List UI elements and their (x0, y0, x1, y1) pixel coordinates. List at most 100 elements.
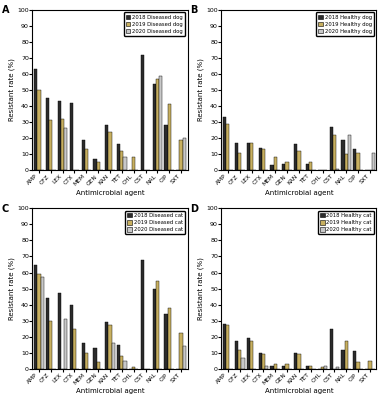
Bar (259, 353, 262, 369)
Text: B: B (190, 5, 198, 15)
Y-axis label: Resistant rate (%): Resistant rate (%) (8, 257, 15, 320)
Bar (49, 321, 52, 369)
Bar (226, 124, 230, 170)
Bar (238, 152, 241, 170)
Bar (34, 264, 37, 369)
Text: C: C (2, 204, 9, 214)
Bar (120, 151, 123, 170)
Bar (259, 148, 262, 170)
Bar (309, 162, 312, 170)
Bar (226, 326, 230, 369)
Bar (117, 345, 120, 369)
Bar (58, 293, 61, 369)
Bar (64, 319, 68, 369)
Bar (123, 361, 126, 369)
Legend: 2018 Healthy cat, 2019 Healthy cat, 2020 Healthy cat: 2018 Healthy cat, 2019 Healthy cat, 2020… (318, 211, 374, 234)
Bar (235, 342, 238, 369)
Bar (333, 135, 336, 170)
Bar (105, 125, 108, 170)
Bar (282, 366, 285, 369)
Bar (262, 354, 265, 369)
Bar (97, 162, 100, 170)
Bar (235, 143, 238, 170)
Bar (81, 343, 85, 369)
Bar (85, 353, 88, 369)
Bar (324, 366, 327, 369)
Bar (46, 98, 49, 170)
Bar (294, 353, 297, 369)
Bar (297, 354, 301, 369)
Bar (58, 101, 61, 170)
Bar (345, 154, 348, 170)
Bar (37, 90, 40, 170)
Bar (247, 338, 250, 369)
Bar (117, 144, 120, 170)
Bar (309, 366, 312, 369)
Bar (368, 361, 372, 369)
X-axis label: Antimicrobial agent: Antimicrobial agent (265, 388, 333, 394)
Bar (34, 69, 37, 170)
Bar (93, 348, 97, 369)
Bar (64, 128, 68, 170)
Bar (164, 314, 168, 369)
Y-axis label: Resistant rate (%): Resistant rate (%) (197, 257, 204, 320)
Bar (180, 334, 183, 369)
Text: A: A (2, 5, 9, 15)
Legend: 2018 Diseased cat, 2019 Diseased cat, 2020 Diseased cat: 2018 Diseased cat, 2019 Diseased cat, 20… (125, 211, 185, 234)
Bar (250, 143, 253, 170)
Legend: 2018 Diseased dog, 2019 Diseased dog, 2020 Diseased dog: 2018 Diseased dog, 2019 Diseased dog, 20… (124, 12, 185, 36)
Bar (321, 367, 324, 369)
Bar (132, 157, 135, 170)
Bar (250, 342, 253, 369)
Bar (342, 350, 345, 369)
Bar (70, 305, 73, 369)
Bar (285, 162, 289, 170)
Bar (159, 76, 162, 170)
Bar (156, 79, 159, 170)
Bar (274, 157, 277, 170)
Bar (180, 140, 183, 170)
Bar (353, 149, 356, 170)
X-axis label: Antimicrobial agent: Antimicrobial agent (76, 190, 144, 196)
Bar (223, 117, 226, 170)
Bar (336, 168, 339, 170)
Legend: 2018 Healthy dog, 2019 Healthy dog, 2020 Healthy dog: 2018 Healthy dog, 2019 Healthy dog, 2020… (316, 12, 374, 36)
Bar (152, 84, 156, 170)
Bar (112, 343, 115, 369)
Bar (141, 260, 144, 369)
Bar (353, 351, 356, 369)
Y-axis label: Resistant rate (%): Resistant rate (%) (8, 58, 15, 121)
Bar (183, 138, 186, 170)
Bar (356, 362, 360, 369)
X-axis label: Antimicrobial agent: Antimicrobial agent (265, 190, 333, 196)
Bar (49, 120, 52, 170)
Bar (306, 164, 309, 170)
Y-axis label: Resistant rate (%): Resistant rate (%) (197, 58, 204, 121)
Bar (61, 119, 64, 170)
Text: D: D (190, 204, 198, 214)
Bar (152, 288, 156, 369)
Bar (285, 364, 289, 369)
Bar (85, 149, 88, 170)
Bar (223, 324, 226, 369)
Bar (123, 157, 126, 170)
Bar (262, 149, 265, 170)
Bar (342, 140, 345, 170)
Bar (168, 104, 171, 170)
Bar (247, 143, 250, 170)
Bar (132, 367, 135, 369)
Bar (156, 280, 159, 369)
Bar (330, 329, 333, 369)
Bar (294, 144, 297, 170)
Bar (141, 55, 144, 170)
Bar (93, 159, 97, 170)
Bar (168, 308, 171, 369)
Bar (164, 125, 168, 170)
Bar (306, 366, 309, 369)
Bar (330, 127, 333, 170)
Bar (108, 326, 112, 369)
Bar (108, 132, 112, 170)
Bar (265, 366, 268, 369)
Bar (238, 350, 241, 369)
Bar (37, 274, 40, 369)
